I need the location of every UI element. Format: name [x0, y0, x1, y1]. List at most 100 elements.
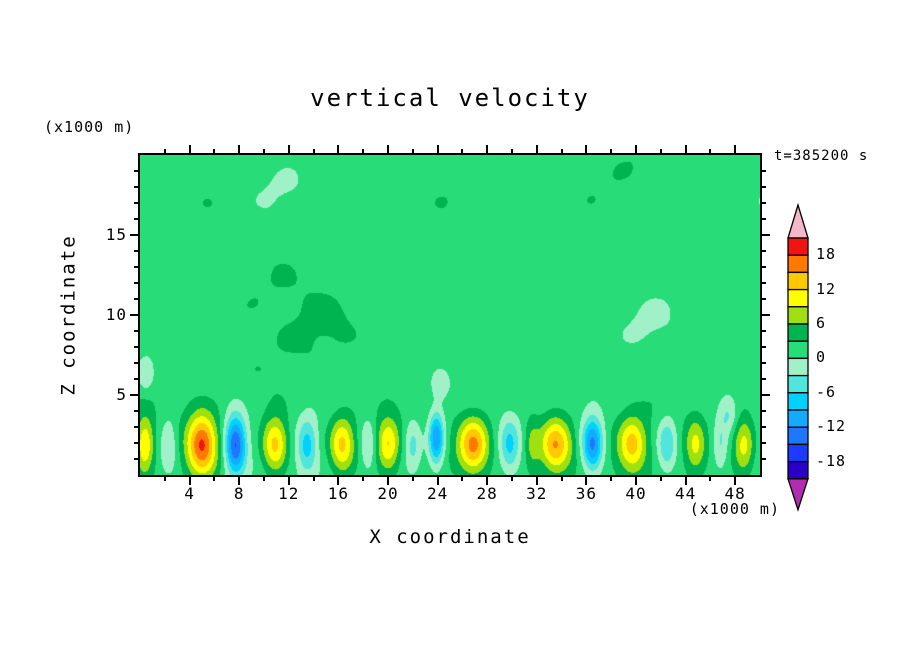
- x-axis-tick: [238, 477, 241, 485]
- colorbar-band: [787, 340, 809, 360]
- x-axis-tick: [486, 145, 489, 153]
- z-axis-tick: [134, 378, 138, 380]
- colorbar-band: [787, 409, 809, 428]
- x-axis-tick: [610, 149, 613, 153]
- x-axis-tick: [312, 477, 315, 481]
- x-axis-tick: [188, 477, 191, 485]
- x-axis-tick: [287, 145, 290, 153]
- x-axis-tick: [263, 477, 265, 481]
- x-axis-tick: [411, 149, 414, 153]
- x-axis-tick: [659, 477, 662, 481]
- z-axis-tick: [134, 410, 138, 412]
- z-axis-tick: [762, 202, 766, 204]
- z-axis-tick: [762, 186, 766, 188]
- x-axis-tick: [511, 149, 513, 153]
- colorbar-band: [787, 357, 809, 377]
- z-tick-label: 5: [116, 385, 127, 404]
- z-tick-label: 15: [105, 225, 127, 244]
- x-axis-tick: [511, 477, 513, 481]
- colorbar-band: [787, 288, 809, 308]
- z-axis-tick: [762, 442, 766, 444]
- z-axis-tick: [762, 298, 766, 300]
- chart-title: vertical velocity: [310, 84, 590, 112]
- x-axis-tick: [238, 145, 241, 153]
- z-axis-tick: [134, 330, 138, 332]
- x-axis-tick: [734, 477, 737, 485]
- y-axis-unit-label: (x1000 m): [44, 118, 135, 136]
- x-tick-label: 44: [674, 484, 697, 503]
- x-axis-tick: [560, 149, 563, 153]
- z-axis-tick: [762, 362, 766, 364]
- x-tick-label: 48: [724, 484, 746, 503]
- colorbar-band: [787, 237, 809, 256]
- z-axis-tick: [762, 218, 766, 220]
- z-axis-tick: [762, 330, 766, 332]
- x-axis-unit-label: (x1000 m): [689, 500, 780, 518]
- x-axis-tick: [188, 145, 191, 153]
- x-axis-tick: [486, 477, 489, 485]
- z-axis-tick: [762, 378, 766, 380]
- colorbar-band: [787, 254, 809, 274]
- z-axis-tick: [130, 394, 138, 396]
- x-tick-label: 36: [575, 484, 598, 503]
- z-axis-tick: [130, 234, 138, 236]
- z-axis-tick: [134, 298, 138, 300]
- colorbar-tick-label: 12: [816, 279, 837, 298]
- colorbar-tick-label: -18: [816, 451, 847, 470]
- x-axis-tick: [585, 145, 588, 153]
- z-axis-tick: [762, 234, 770, 236]
- colorbar-band: [787, 443, 809, 463]
- contour-field-canvas: [140, 155, 760, 475]
- z-axis-tick: [762, 458, 766, 460]
- z-axis-tick: [762, 346, 766, 348]
- z-axis-tick: [134, 426, 138, 428]
- x-axis-tick: [461, 149, 464, 153]
- x-axis-tick: [337, 145, 340, 153]
- z-axis-tick: [134, 170, 138, 172]
- colorbar-band: [787, 460, 809, 480]
- colorbar-over-arrow: [787, 202, 809, 239]
- colorbar-band: [787, 426, 809, 446]
- z-axis-tick: [762, 250, 766, 252]
- x-axis-tick: [362, 477, 365, 481]
- x-axis-tick: [213, 149, 216, 153]
- x-axis-tick: [709, 149, 712, 153]
- x-axis-tick: [213, 477, 216, 481]
- x-axis-tick: [362, 149, 365, 153]
- x-axis-tick: [684, 145, 687, 153]
- x-axis-tick: [287, 477, 290, 485]
- x-axis-tick: [709, 477, 712, 481]
- x-axis-tick: [263, 149, 265, 153]
- colorbar-band: [787, 374, 809, 394]
- z-axis-tick: [134, 202, 138, 204]
- plot-frame: [138, 153, 762, 477]
- x-axis-tick: [436, 477, 439, 485]
- x-axis-tick: [312, 149, 315, 153]
- z-axis-tick: [762, 266, 766, 268]
- x-axis-tick: [635, 477, 637, 485]
- x-axis-tick: [436, 145, 439, 153]
- z-axis-tick: [134, 346, 138, 348]
- x-axis-tick: [734, 145, 737, 153]
- x-tick-label: 28: [476, 484, 498, 503]
- x-axis-tick: [659, 149, 662, 153]
- x-tick-label: 24: [426, 484, 449, 503]
- colorbar-under-arrow: [787, 478, 809, 512]
- colorbar-band: [787, 392, 809, 411]
- x-axis-tick: [535, 477, 538, 485]
- x-axis-tick: [535, 145, 538, 153]
- colorbar-tick-label: -6: [816, 382, 837, 401]
- x-tick-label: 40: [625, 484, 647, 503]
- z-tick-label: 10: [105, 305, 127, 324]
- z-axis-tick: [762, 426, 766, 428]
- z-axis-tick: [762, 394, 770, 396]
- x-axis-tick: [461, 477, 464, 481]
- x-axis-tick: [610, 477, 613, 481]
- colorbar-band: [787, 271, 809, 291]
- z-axis-tick: [134, 186, 138, 188]
- x-axis-tick: [387, 477, 389, 485]
- x-axis-tick: [560, 477, 563, 481]
- x-tick-label: 4: [184, 484, 195, 503]
- z-axis-tick: [130, 314, 138, 316]
